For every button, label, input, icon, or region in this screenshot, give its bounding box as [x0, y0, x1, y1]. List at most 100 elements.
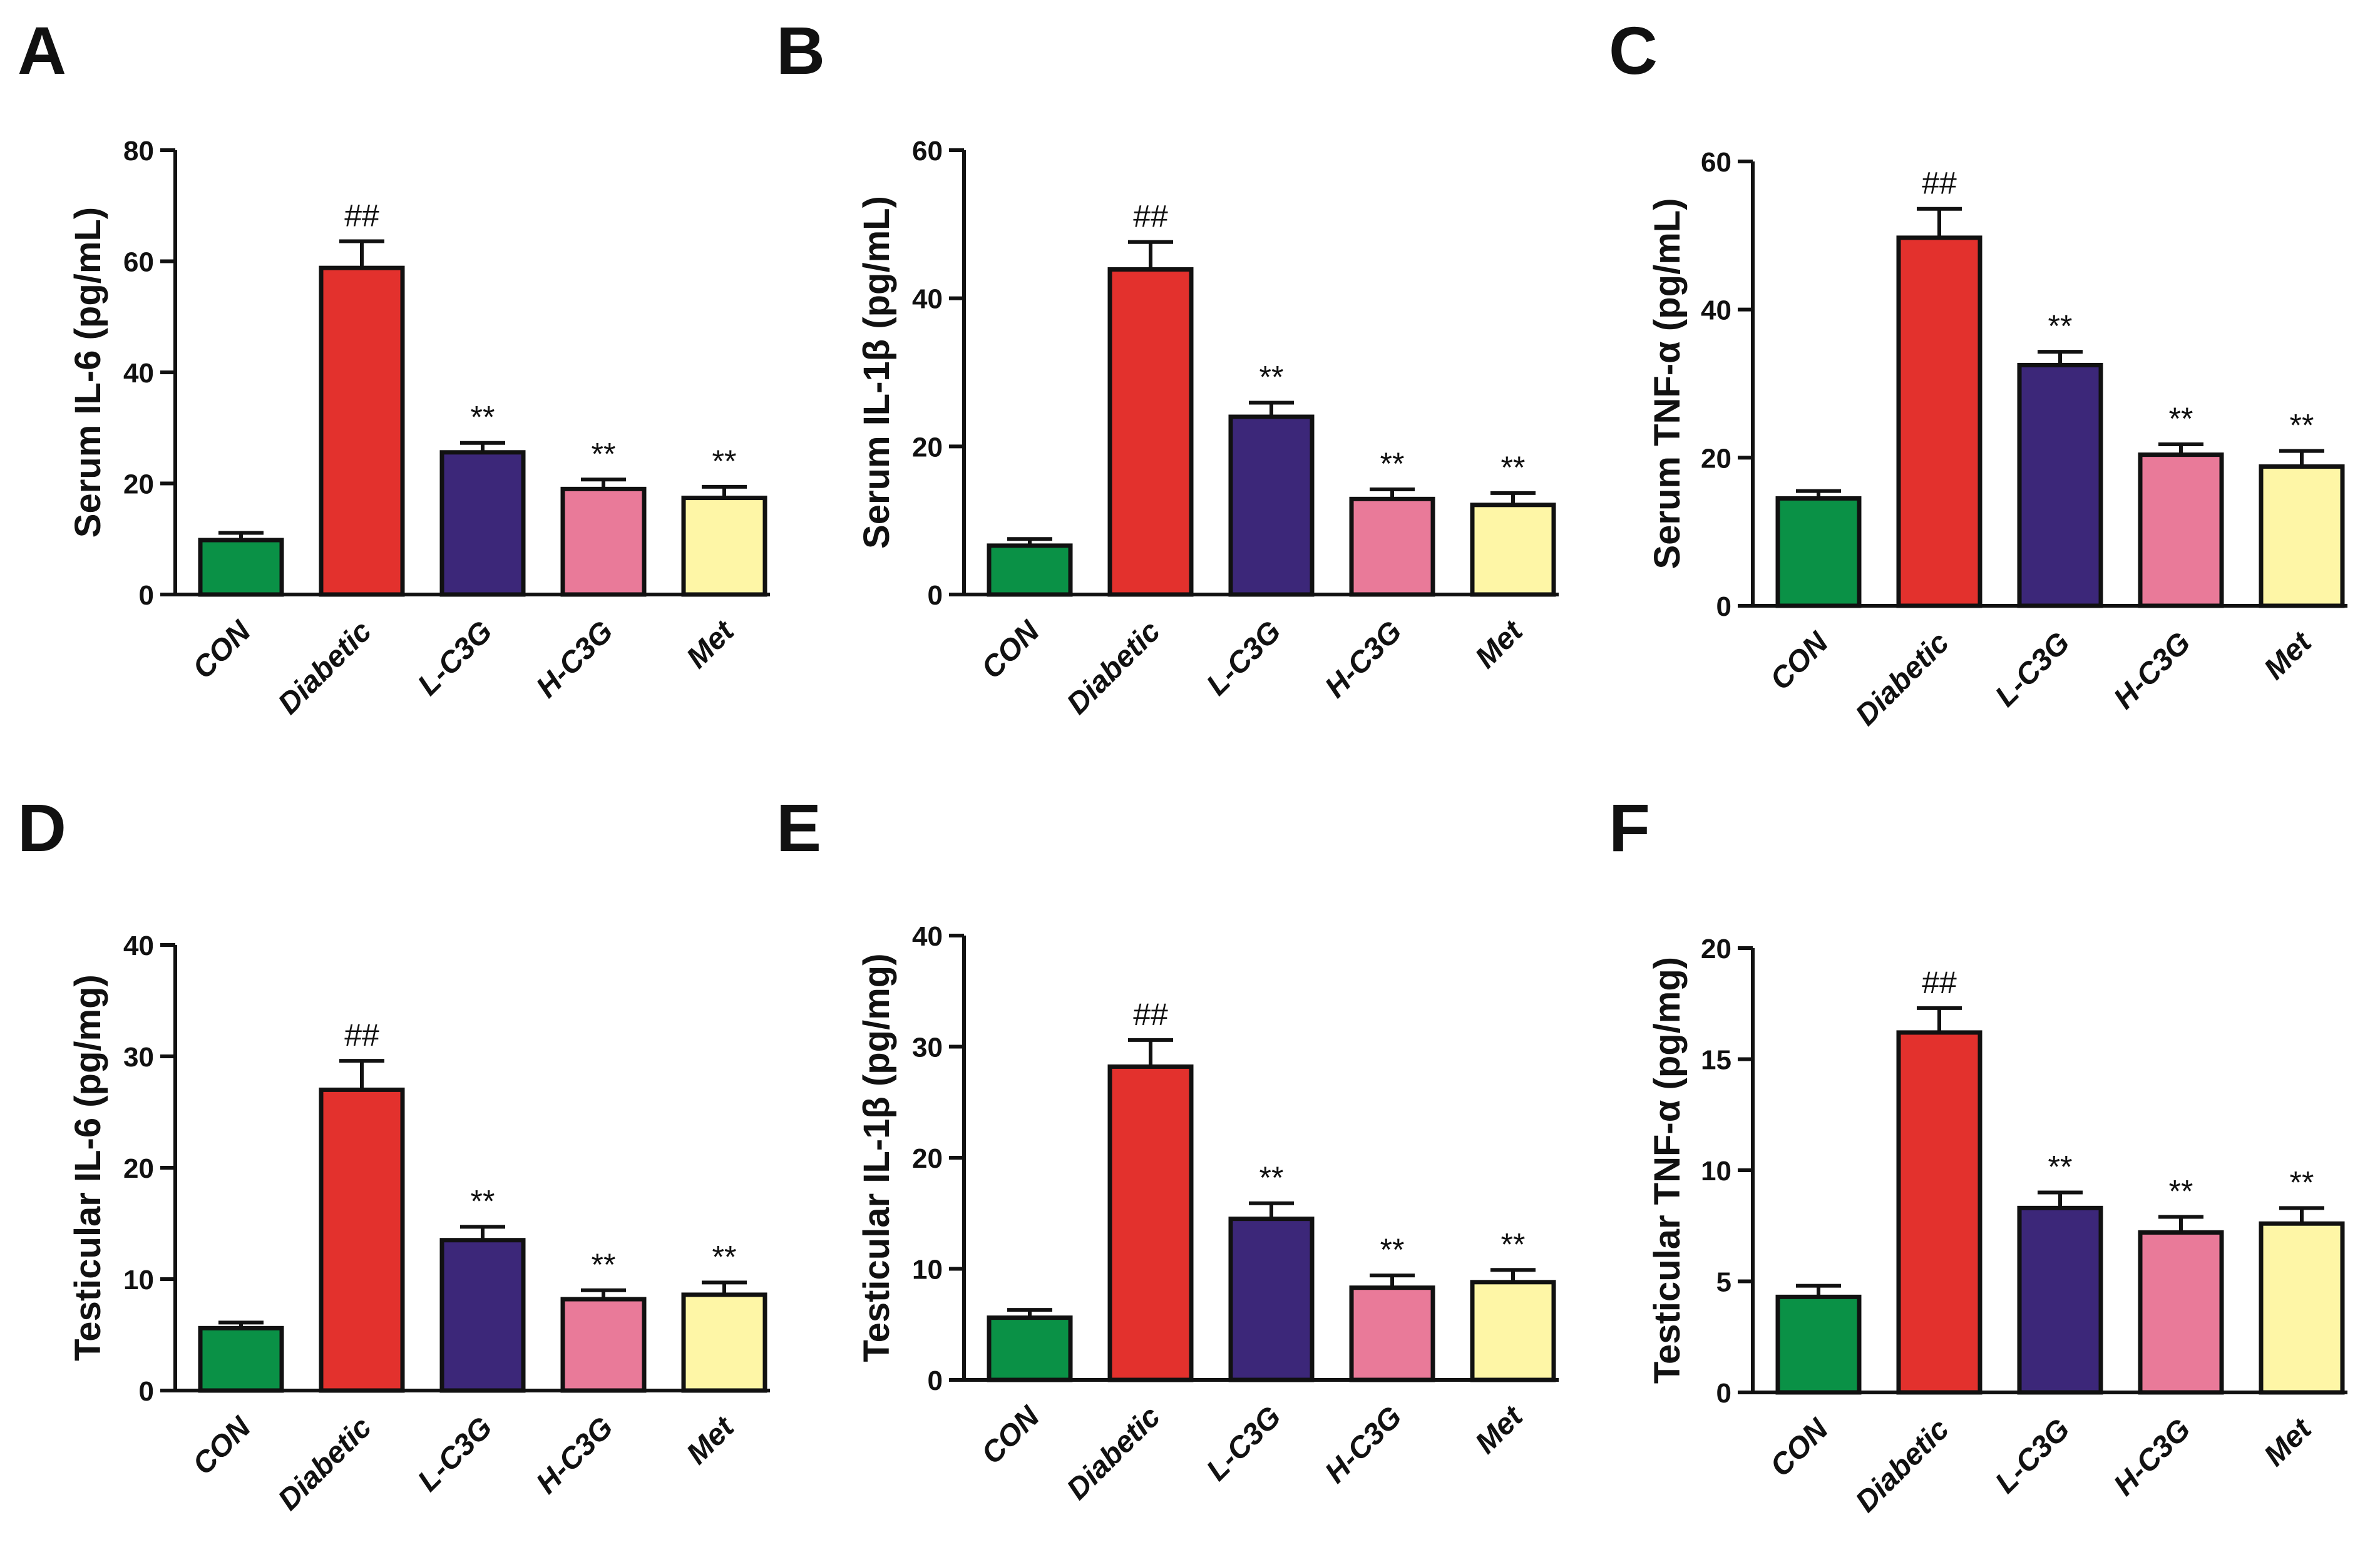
panel-d-significance-l-c3g: ** [471, 1183, 495, 1218]
panel-c-significance-diabetic: ## [1922, 166, 1957, 201]
panel-a-significance-l-c3g: ** [471, 400, 495, 435]
panel-e-x-tick-label-con: CON [975, 1399, 1047, 1471]
panel-d-y-tick-label: 20 [123, 1153, 154, 1184]
panel-e-y-tick-label: 20 [912, 1143, 943, 1174]
panel-c-y-axis-title: Serum TNF-α (pg/mL) [1647, 198, 1688, 569]
panel-d-significance-met: ** [712, 1239, 737, 1274]
panel-a-y-tick-label: 60 [123, 247, 154, 278]
panel-f-y-tick-label: 15 [1701, 1045, 1731, 1076]
panel-e-significance-met: ** [1501, 1227, 1526, 1262]
panel-b-bar-met [1470, 503, 1556, 597]
panel-d-y-tick-label: 0 [139, 1376, 154, 1407]
panel-c-bar-h-c3g [2138, 452, 2224, 608]
panel-c-bar-con [1775, 496, 1862, 608]
panel-b-significance-h-c3g: ** [1380, 446, 1405, 481]
panel-c-x-tick-label-diabetic: Diabetic [1849, 626, 1956, 732]
panel-d-x-tick-label-h-c3g: H-C3G [530, 1411, 620, 1500]
panel-c-x-tick-label-l-c3g: L-C3G [1989, 626, 2076, 713]
panel-a-y-axis-title: Serum IL-6 (pg/mL) [68, 207, 108, 538]
panel-d-x-tick-label-l-c3g: L-C3G [411, 1411, 498, 1498]
panel-f-bar-con [1775, 1294, 1862, 1395]
panel-c-significance-l-c3g: ** [2048, 309, 2073, 344]
panel-a: A Serum IL-6 (pg/mL) 0 20 40 60 80 CON ## Diabeti… [18, 13, 770, 721]
panel-c-significance-met: ** [2290, 408, 2314, 443]
panel-f-x-tick-label-l-c3g: L-C3G [1989, 1412, 2076, 1499]
panel-f-y-tick-label: 10 [1701, 1156, 1731, 1187]
panel-e-letter: E [776, 790, 821, 865]
panel-b-bar-diabetic [1107, 267, 1194, 597]
panel-b-y-axis-title: Serum IL-1β (pg/mL) [856, 196, 897, 549]
panel-a-x-tick-label-con: CON [187, 614, 258, 685]
panel-f-letter: F [1609, 790, 1650, 865]
panel-b-x-tick-label-l-c3g: L-C3G [1200, 615, 1287, 702]
panel-d-letter: D [18, 790, 66, 865]
panel-c-y-tick-label: 40 [1701, 295, 1731, 326]
panel-d-y-axis-title: Testicular IL-6 (pg/mg) [68, 974, 108, 1361]
panel-b-x-tick-label-met: Met [1469, 614, 1530, 675]
panel-a-y-tick-label: 80 [123, 136, 154, 166]
panel-d-bar-h-c3g [560, 1297, 647, 1393]
panel-a-bar-h-c3g [560, 486, 647, 597]
panel-d-significance-diabetic: ## [344, 1018, 379, 1053]
panel-a-x-tick-label-met: Met [680, 614, 741, 675]
panel-e-bar-l-c3g [1228, 1217, 1315, 1382]
panel-b-significance-l-c3g: ** [1259, 360, 1284, 395]
panel-b-bar-con [987, 543, 1073, 597]
panel-e: E Testicular IL-1β (pg/mg) 0 10 20 30 40 CON ## D… [776, 790, 1559, 1506]
panel-e-significance-h-c3g: ** [1380, 1232, 1405, 1267]
panel-a-significance-diabetic: ## [344, 198, 379, 233]
panel-d-x-tick-label-met: Met [680, 1410, 741, 1471]
panel-f-bar-l-c3g [2017, 1205, 2103, 1395]
panel-a-bar-con [198, 538, 284, 597]
panel-c-bar-l-c3g [2017, 362, 2103, 608]
panel-f-significance-h-c3g: ** [2169, 1174, 2193, 1209]
panel-b-x-tick-label-h-c3g: H-C3G [1319, 615, 1408, 704]
panel-f-significance-met: ** [2290, 1165, 2314, 1200]
panel-d-significance-h-c3g: ** [592, 1247, 616, 1282]
panel-e-y-axis-title: Testicular IL-1β (pg/mg) [856, 953, 897, 1362]
panel-e-significance-l-c3g: ** [1259, 1160, 1284, 1195]
panel-c-y-tick-label: 60 [1701, 147, 1731, 178]
panel-c-y-tick-label: 0 [1716, 591, 1731, 622]
panel-f-x-tick-label-met: Met [2258, 1412, 2319, 1473]
panel-b: B Serum IL-1β (pg/mL) 0 20 40 60 CON ## Diabetic… [776, 13, 1559, 721]
panel-d-x-tick-label-con: CON [187, 1410, 258, 1481]
panel-f-bar-met [2259, 1221, 2345, 1395]
panel-f: F Testicular TNF-α (pg/mg) 0 5 10 15 20 CON ## Di… [1609, 790, 2347, 1519]
panel-f-y-tick-label: 20 [1701, 934, 1731, 964]
panel-e-y-tick-label: 40 [912, 921, 943, 952]
panel-e-x-tick-label-h-c3g: H-C3G [1319, 1400, 1408, 1489]
panel-a-x-tick-label-diabetic: Diabetic [272, 615, 378, 721]
panel-b-x-tick-label-diabetic: Diabetic [1060, 615, 1167, 721]
panel-f-x-tick-label-h-c3g: H-C3G [2108, 1412, 2197, 1502]
panel-e-x-tick-label-l-c3g: L-C3G [1200, 1400, 1287, 1487]
panel-c-y-tick-label: 20 [1701, 443, 1731, 474]
panel-a-bar-l-c3g [439, 450, 526, 597]
panel-e-x-tick-label-met: Met [1469, 1399, 1530, 1460]
panel-c-letter: C [1609, 13, 1658, 88]
panel-e-bar-h-c3g [1349, 1285, 1435, 1382]
panel-a-significance-met: ** [712, 444, 737, 479]
panel-e-x-tick-label-diabetic: Diabetic [1060, 1400, 1167, 1506]
panel-e-y-tick-label: 0 [928, 1366, 943, 1396]
panel-a-significance-h-c3g: ** [592, 436, 616, 471]
panel-a-bar-diabetic [319, 265, 405, 597]
panel-e-significance-diabetic: ## [1133, 997, 1168, 1032]
panel-f-y-axis-title: Testicular TNF-α (pg/mg) [1647, 957, 1688, 1384]
panel-a-x-tick-label-h-c3g: H-C3G [530, 615, 620, 704]
panel-e-bar-con [987, 1315, 1073, 1382]
panel-b-y-tick-label: 0 [928, 580, 943, 611]
panel-c-bar-met [2259, 464, 2345, 608]
panel-e-bar-diabetic [1107, 1064, 1194, 1382]
panel-c-x-tick-label-met: Met [2258, 625, 2319, 686]
panel-f-y-tick-label: 5 [1716, 1267, 1731, 1298]
panel-c-significance-h-c3g: ** [2169, 401, 2193, 436]
panel-d-y-tick-label: 10 [123, 1265, 154, 1295]
panel-c-bar-diabetic [1896, 235, 1982, 608]
panel-c: C Serum TNF-α (pg/mL) 0 20 40 60 CON ## Diabetic… [1609, 13, 2347, 732]
panel-f-y-tick-label: 0 [1716, 1378, 1731, 1409]
panel-b-significance-diabetic: ## [1133, 199, 1168, 234]
panel-f-significance-l-c3g: ** [2048, 1150, 2073, 1185]
panel-e-y-tick-label: 30 [912, 1033, 943, 1063]
